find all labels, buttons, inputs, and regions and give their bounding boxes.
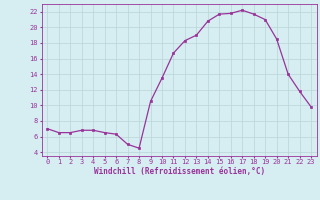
X-axis label: Windchill (Refroidissement éolien,°C): Windchill (Refroidissement éolien,°C) bbox=[94, 167, 265, 176]
